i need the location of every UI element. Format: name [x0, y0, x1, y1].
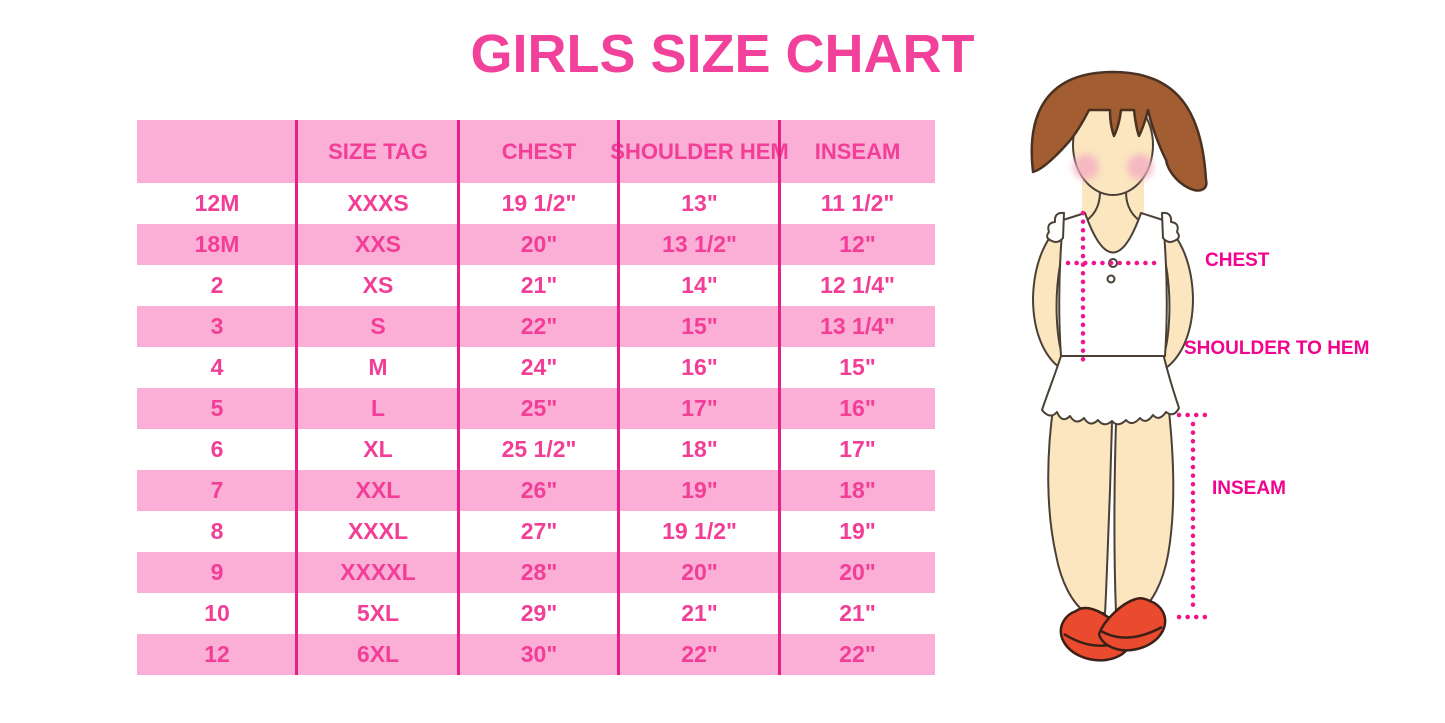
table-row: 4 M 24" 16" 15" [137, 347, 935, 388]
table-row: 10 5XL 29" 21" 21" [137, 593, 935, 634]
table-cell: L [370, 395, 386, 421]
table-cell: 12M [194, 190, 240, 216]
table-cell: 22" [520, 313, 558, 339]
table-row: 7 XXL 26" 19" 18" [137, 470, 935, 511]
table-cell: 17" [839, 436, 876, 462]
table-cell: XS [362, 272, 394, 298]
table-cell: XXXL [347, 518, 409, 544]
chest-label: CHEST [1205, 250, 1270, 271]
table-cell: 19" [839, 518, 876, 544]
table-row: 6 XL 25 1/2" 18" 17" [137, 429, 935, 470]
table-cell: 26" [520, 477, 558, 503]
column-separator [778, 120, 781, 675]
table-cell: 20" [681, 559, 718, 585]
size-table: SIZE TAG CHEST SHOULDER HEM INSEAM 12M XXXS 1… [137, 120, 935, 675]
red-shoes [1059, 596, 1167, 662]
table-header-row: SIZE TAG CHEST SHOULDER HEM INSEAM [137, 120, 935, 183]
hair [1030, 70, 1208, 192]
shoulder-to-hem-label: SHOULDER TO HEM [1184, 338, 1370, 359]
cheek-blush [1073, 154, 1153, 180]
girl-figure-drawing [1030, 70, 1208, 662]
table-cell: 19 1/2" [662, 518, 737, 544]
column-separator [295, 120, 298, 675]
table-row: 12M XXXS 19 1/2" 13" 11 1/2" [137, 183, 935, 224]
table-cell: XXS [354, 231, 402, 257]
table-cell: 22" [839, 641, 876, 667]
column-header: SIZE TAG [328, 138, 428, 164]
page-title: GIRLS SIZE CHART [470, 24, 975, 84]
column-separator [457, 120, 460, 675]
table-cell: 21" [681, 600, 718, 626]
table-cell: 14" [681, 272, 718, 298]
table-cell: 3 [210, 313, 224, 339]
table-cell: 25 1/2" [501, 436, 577, 462]
table-cell: XXL [355, 477, 401, 503]
table-cell: 6XL [356, 641, 400, 667]
table-cell: 17" [681, 395, 718, 421]
table-cell: 16" [681, 354, 718, 380]
white-top [1058, 212, 1168, 357]
table-row: 8 XXXL 27" 19 1/2" 19" [137, 511, 935, 552]
table-cell: 10 [204, 600, 230, 626]
table-row: 9 XXXXL 28" 20" 20" [137, 552, 935, 593]
table-cell: 19 1/2" [501, 190, 577, 216]
table-cell: 4 [210, 354, 224, 380]
table-cell: 12 [204, 641, 230, 667]
shoulder-frills [1046, 211, 1180, 243]
table-cell: 12" [839, 231, 876, 257]
table-cell: 13 1/4" [820, 313, 895, 339]
table-cell: 16" [839, 395, 876, 421]
table-cell: 12 1/4" [820, 272, 895, 298]
table-cell: 11 1/2" [820, 190, 895, 216]
table-cell: 20" [839, 559, 876, 585]
column-header [137, 120, 297, 183]
table-cell: 18" [681, 436, 718, 462]
table-row: 5 L 25" 17" 16" [137, 388, 935, 429]
table-body: 12M XXXS 19 1/2" 13" 11 1/2" 18M XXS 20" 13 1/2"… [137, 183, 935, 675]
table-cell: 25" [520, 395, 558, 421]
table-cell: 6 [210, 436, 224, 462]
table-cell: 13" [681, 190, 718, 216]
inseam-label: INSEAM [1212, 478, 1286, 499]
table-cell: 18M [194, 231, 240, 257]
table-cell: XXXXL [340, 559, 416, 585]
column-header: SHOULDER HEM [610, 138, 789, 164]
table-cell: 28" [520, 559, 558, 585]
table-cell: 21" [520, 272, 558, 298]
table-cell: M [368, 354, 388, 380]
table-cell: 24" [520, 354, 558, 380]
table-cell: 9 [210, 559, 224, 585]
column-header: INSEAM [814, 138, 901, 164]
table-row: 3 S 22" 15" 13 1/4" [137, 306, 935, 347]
table-cell: XL [363, 436, 393, 462]
girl-measurement-illustration [1000, 60, 1250, 690]
table-cell: 15" [681, 313, 718, 339]
table-cell: 8 [210, 518, 224, 544]
legs [1047, 400, 1175, 614]
table-cell: 19" [681, 477, 718, 503]
table-cell: 7 [210, 477, 224, 503]
table-cell: 2 [210, 272, 224, 298]
measurement-dotted-lines [1065, 210, 1208, 620]
table-cell: 21" [839, 600, 876, 626]
table-cell: 5XL [356, 600, 400, 626]
table-cell: S [370, 313, 386, 339]
table-cell: 13 1/2" [662, 231, 737, 257]
table-cell: XXXS [347, 190, 409, 216]
table-cell: 15" [839, 354, 876, 380]
table-row: 18M XXS 20" 13 1/2" 12" [137, 224, 935, 265]
table-cell: 27" [520, 518, 558, 544]
table-cell: 5 [210, 395, 224, 421]
table-cell: 30" [520, 641, 558, 667]
table-cell: 20" [520, 231, 558, 257]
column-separator [617, 120, 620, 675]
table-row: 2 XS 21" 14" 12 1/4" [137, 265, 935, 306]
table-cell: 22" [681, 641, 718, 667]
ruffle-skirt [1041, 352, 1180, 426]
table-row: 12 6XL 30" 22" 22" [137, 634, 935, 675]
table-cell: 29" [520, 600, 558, 626]
table-cell: 18" [839, 477, 876, 503]
column-header: CHEST [501, 138, 577, 164]
